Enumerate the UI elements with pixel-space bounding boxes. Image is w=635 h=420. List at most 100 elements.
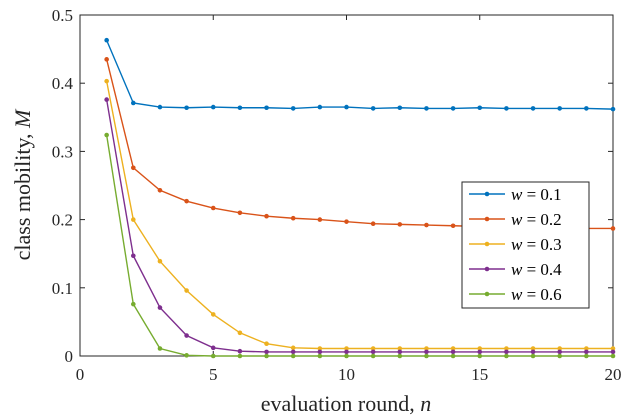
data-point (264, 341, 269, 347)
data-point (504, 349, 509, 355)
y-tick-label: 0.4 (52, 74, 74, 93)
data-point (504, 346, 509, 351)
legend-swatch-marker (484, 216, 490, 222)
data-point (450, 353, 456, 359)
data-point (237, 353, 243, 359)
data-point (557, 346, 562, 351)
data-point (104, 97, 109, 102)
x-axis-label-var: n (420, 391, 431, 416)
y-axis-ticks: 0 0.1 0.2 0.3 0.4 0.5 (52, 6, 613, 366)
data-point (104, 132, 109, 138)
x-axis-label: evaluation round, n (261, 391, 431, 416)
x-axis-label-text: evaluation round, (261, 391, 420, 416)
data-point (397, 349, 403, 355)
data-point (477, 349, 483, 355)
data-point (184, 288, 189, 293)
y-tick-label: 0.2 (52, 211, 73, 230)
data-point (530, 353, 536, 359)
data-point (344, 104, 349, 110)
data-point (610, 353, 616, 359)
data-point (237, 330, 243, 336)
data-point (424, 346, 429, 351)
legend-label: w = 0.6 (511, 285, 562, 304)
y-axis-label-text: class mobility, (10, 128, 35, 260)
data-point (131, 301, 136, 307)
data-point (290, 349, 296, 355)
data-point (210, 345, 216, 351)
data-point (424, 349, 429, 355)
y-tick-label: 0.1 (52, 279, 73, 298)
data-point (264, 213, 269, 219)
data-point (344, 349, 349, 355)
data-point (530, 346, 536, 351)
data-point (610, 346, 616, 351)
data-point (344, 346, 349, 351)
data-point (237, 348, 243, 354)
legend-swatch-marker (484, 291, 490, 297)
data-point (370, 346, 376, 351)
data-point (584, 353, 589, 359)
data-point (344, 219, 349, 224)
data-point (237, 210, 243, 216)
x-tick-label: 20 (605, 365, 622, 384)
data-point (184, 353, 189, 358)
series-line (105, 134, 613, 357)
series-3 (104, 78, 616, 351)
data-point (397, 346, 403, 351)
legend: w = 0.1 w = 0.2 w = 0.3 w = 0.4 w = 0.6 (461, 181, 590, 309)
data-point (131, 100, 136, 106)
data-point (370, 106, 376, 111)
data-point (104, 57, 109, 62)
data-point (450, 106, 456, 111)
legend-item: w = 0.6 (469, 285, 562, 304)
legend-item: w = 0.4 (469, 260, 562, 279)
data-point (131, 253, 136, 259)
x-tick-label: 15 (471, 365, 488, 384)
data-point (157, 258, 163, 264)
x-tick-label: 0 (76, 365, 85, 384)
data-point (317, 346, 323, 351)
x-tick-label: 5 (209, 365, 218, 384)
data-point (477, 346, 483, 351)
data-point (264, 105, 269, 111)
legend-item: w = 0.2 (469, 210, 562, 229)
series-1 (104, 37, 616, 112)
data-point (290, 353, 296, 359)
y-tick-label: 0 (65, 347, 74, 366)
y-tick-label: 0.3 (52, 142, 73, 161)
y-axis-label-var: M (10, 108, 35, 129)
legend-label: w = 0.3 (511, 235, 562, 254)
series-5 (104, 132, 616, 359)
x-axis-ticks: 0 5 10 15 20 (76, 15, 622, 384)
data-point (237, 105, 243, 111)
data-point (264, 349, 269, 355)
data-point (530, 106, 536, 111)
legend-swatch-marker (484, 191, 490, 197)
data-point (157, 346, 163, 351)
legend-item: w = 0.3 (469, 235, 562, 254)
data-point (317, 349, 323, 355)
series-line (106, 39, 614, 110)
data-point (157, 305, 163, 310)
data-point (157, 187, 163, 193)
data-point (290, 215, 296, 221)
data-point (104, 78, 109, 84)
data-point (477, 353, 483, 359)
data-point (317, 353, 323, 359)
data-point (290, 345, 296, 351)
data-point (584, 349, 589, 355)
legend-label: w = 0.4 (511, 260, 562, 279)
data-point (210, 312, 216, 317)
data-point (264, 353, 269, 359)
data-point (397, 353, 403, 359)
legend-item: w = 0.1 (469, 185, 562, 204)
data-point (450, 223, 456, 229)
series-4 (104, 97, 616, 355)
data-point (184, 333, 189, 338)
data-point (317, 104, 323, 110)
data-point (397, 222, 403, 227)
data-point (370, 349, 376, 355)
legend-label: w = 0.2 (511, 210, 562, 229)
data-point (157, 104, 163, 110)
data-point (557, 349, 562, 355)
